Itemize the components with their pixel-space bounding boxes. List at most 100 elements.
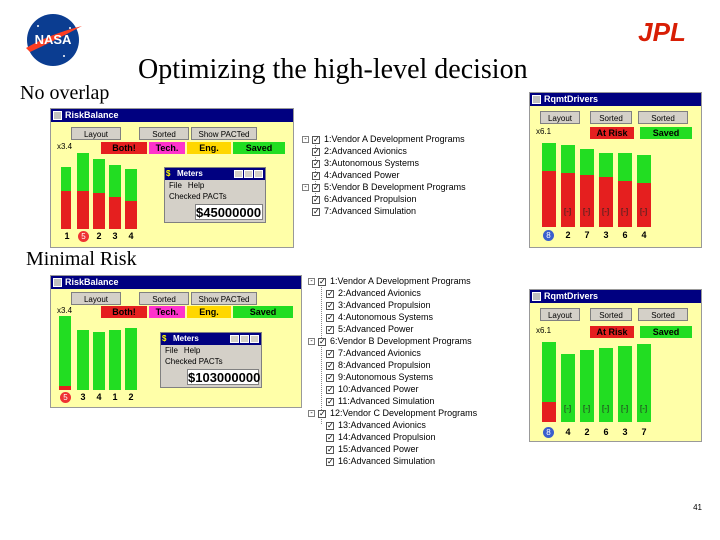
tree-item[interactable]: 16:Advanced Simulation <box>326 456 435 467</box>
show-pacted-button[interactable]: Show PACTed <box>191 127 257 140</box>
collapse-icon[interactable]: - <box>302 184 309 191</box>
checkbox[interactable] <box>312 170 320 181</box>
tree-item[interactable]: 15:Advanced Power <box>326 444 419 455</box>
range-marker: [-] <box>621 207 629 216</box>
checkbox[interactable] <box>326 360 334 371</box>
tree-item[interactable]: 2:Advanced Avionics <box>312 146 407 157</box>
tree-item[interactable]: 6:Advanced Propulsion <box>312 194 417 205</box>
collapse-icon[interactable]: - <box>302 136 309 143</box>
tree-item[interactable]: 14:Advanced Propulsion <box>326 432 436 443</box>
maximize-button[interactable] <box>244 170 253 178</box>
checkbox[interactable] <box>326 300 334 311</box>
checkbox[interactable] <box>326 288 334 299</box>
svg-text:NASA: NASA <box>35 32 72 47</box>
maximize-button[interactable] <box>240 335 249 343</box>
range-marker: [-] <box>602 404 610 413</box>
meters-title: Meters <box>173 334 199 343</box>
program-tree-top: -1:Vendor A Development Programs 2:Advan… <box>300 134 522 222</box>
tree-item[interactable]: 5:Advanced Power <box>326 324 414 335</box>
collapse-icon[interactable]: - <box>308 410 315 417</box>
menu-help[interactable]: Help <box>183 346 201 355</box>
chart-bar <box>109 197 121 229</box>
tree-item[interactable]: 11:Advanced Simulation <box>326 396 434 407</box>
collapse-icon[interactable]: - <box>308 338 315 345</box>
header-both: Both! <box>101 306 147 318</box>
chart-bar <box>542 171 556 227</box>
tree-item[interactable]: 8:Advanced Propulsion <box>326 360 431 371</box>
jpl-logo: JPL <box>622 17 702 47</box>
window-titlebar: RqmtDrivers <box>530 93 701 106</box>
sorted-toggle-button[interactable]: Sorted <box>638 308 688 321</box>
tree-item[interactable]: 7:Advanced Avionics <box>326 348 421 359</box>
chart-bar <box>561 173 575 227</box>
tree-item[interactable]: 3:Advanced Propulsion <box>326 300 431 311</box>
sorted-button[interactable]: Sorted <box>139 127 189 140</box>
meters-title: Meters <box>177 169 203 178</box>
checked-pacts-amount: $45000000 <box>195 204 263 220</box>
checkbox[interactable] <box>318 276 326 287</box>
checked-pacts-amount: $103000000 <box>187 369 261 385</box>
checkbox[interactable] <box>326 312 334 323</box>
rqmt-drivers-window-top: RqmtDrivers Layout Sorted Sorted x6.1 At… <box>529 92 702 248</box>
checkbox[interactable] <box>326 432 334 443</box>
menu-help[interactable]: Help <box>187 181 205 190</box>
layout-button[interactable]: Layout <box>71 292 121 305</box>
minimize-button[interactable] <box>230 335 239 343</box>
collapse-icon[interactable]: - <box>308 278 315 285</box>
sorted-button[interactable]: Sorted <box>590 111 632 124</box>
axis-label: 4 <box>565 427 571 437</box>
layout-button[interactable]: Layout <box>540 111 580 124</box>
checkbox[interactable] <box>326 324 334 335</box>
close-button[interactable] <box>254 170 263 178</box>
chart-bar <box>637 344 651 422</box>
sorted-button[interactable]: Sorted <box>590 308 632 321</box>
header-saved: Saved <box>233 306 293 318</box>
close-button[interactable] <box>250 335 259 343</box>
checkbox[interactable] <box>326 420 334 431</box>
axis-label: 2 <box>565 230 571 240</box>
tree-item[interactable]: 10:Advanced Power <box>326 384 419 395</box>
checkbox[interactable] <box>312 146 320 157</box>
checkbox[interactable] <box>318 408 326 419</box>
checkbox[interactable] <box>312 158 320 169</box>
checkbox[interactable] <box>326 348 334 359</box>
chart-bar <box>59 316 71 390</box>
menu-file[interactable]: File <box>169 181 182 190</box>
scale-label: x6.1 <box>536 326 552 335</box>
checkbox[interactable] <box>326 396 334 407</box>
axis-label: 8 <box>543 230 554 241</box>
tree-item[interactable]: 3:Autonomous Systems <box>312 158 419 169</box>
header-eng: Eng. <box>187 142 231 154</box>
sorted-toggle-button[interactable]: Sorted <box>638 111 688 124</box>
axis-label: 5 <box>78 231 89 242</box>
show-pacted-button[interactable]: Show PACTed <box>191 292 257 305</box>
layout-button[interactable]: Layout <box>540 308 580 321</box>
checkbox[interactable] <box>312 134 320 145</box>
tree-item[interactable]: 13:Advanced Avionics <box>326 420 426 431</box>
menu-file[interactable]: File <box>165 346 178 355</box>
tree-item[interactable]: 4:Autonomous Systems <box>326 312 433 323</box>
checkbox[interactable] <box>326 384 334 395</box>
tree-item[interactable]: 9:Autonomous Systems <box>326 372 433 383</box>
chart-bar <box>93 193 105 229</box>
meters-menu: File Help <box>165 180 265 191</box>
program-tree-bottom: -1:Vendor A Development Programs 2:Advan… <box>306 276 526 470</box>
checkbox[interactable] <box>318 336 326 347</box>
header-saved: Saved <box>233 142 285 154</box>
checkbox[interactable] <box>326 372 334 383</box>
window-icon <box>53 111 62 120</box>
meters-window-top: $ Meters File Help Checked PACTs $45000000 <box>164 167 266 223</box>
checkbox[interactable] <box>312 182 320 193</box>
minimize-button[interactable] <box>234 170 243 178</box>
chart-bar <box>77 330 89 390</box>
checkbox[interactable] <box>312 194 320 205</box>
checkbox[interactable] <box>312 206 320 217</box>
checkbox[interactable] <box>326 456 334 467</box>
checkbox[interactable] <box>326 444 334 455</box>
tree-item[interactable]: 4:Advanced Power <box>312 170 400 181</box>
sorted-button[interactable]: Sorted <box>139 292 189 305</box>
tree-item[interactable]: 2:Advanced Avionics <box>326 288 421 299</box>
tree-item[interactable]: 7:Advanced Simulation <box>312 206 416 217</box>
chart-bar <box>580 175 594 227</box>
layout-button[interactable]: Layout <box>71 127 121 140</box>
